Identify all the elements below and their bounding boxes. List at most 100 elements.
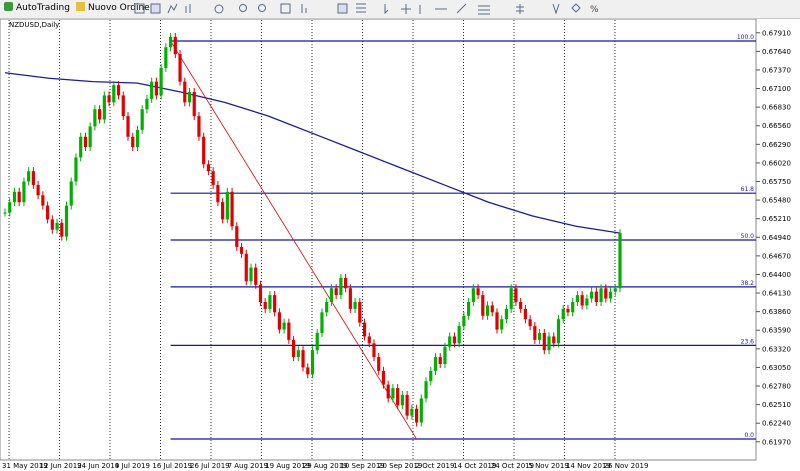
y-tick-label: 0.64670 xyxy=(762,252,791,260)
y-tick-label: 0.65750 xyxy=(762,178,791,186)
y-tick-label: 0.67100 xyxy=(762,85,791,93)
candle-body xyxy=(83,136,88,148)
candle-body xyxy=(523,308,527,320)
candle-body xyxy=(325,302,329,313)
x-tick-label: 26 Nov 2019 xyxy=(604,462,649,470)
candle-body xyxy=(348,288,352,309)
candle-body xyxy=(202,136,206,165)
x-tick-label: 24 Oct 2019 xyxy=(491,462,534,470)
candle-body xyxy=(386,384,390,399)
candle-body xyxy=(504,308,509,320)
candle-body xyxy=(315,332,319,351)
y-tick-label: 0.67910 xyxy=(762,29,791,37)
candle-body xyxy=(339,277,343,296)
y-tick-label: 0.65480 xyxy=(762,197,791,205)
candle-body xyxy=(533,326,537,340)
candle-body xyxy=(320,312,324,333)
x-tick-label: 12 Jun 2019 xyxy=(40,462,82,470)
y-tick-label: 0.66290 xyxy=(762,141,791,149)
candle-body xyxy=(618,233,622,289)
candle-body xyxy=(367,336,371,344)
candle-body xyxy=(400,394,404,406)
candle-body xyxy=(528,319,532,327)
y-tick-label: 0.64400 xyxy=(762,271,791,279)
candle-body xyxy=(131,136,135,148)
candle-body xyxy=(116,85,121,96)
candle-body xyxy=(500,319,504,330)
candle-body xyxy=(443,346,447,364)
candle-body xyxy=(462,315,466,327)
chart: NZDUSD,Daily 0.67910 0.67640 0.67370 0.6710… xyxy=(0,19,791,470)
candle-body xyxy=(590,291,594,299)
candle-body xyxy=(287,322,291,340)
candle-body xyxy=(183,81,187,103)
y-tick-label: 0.63320 xyxy=(762,345,791,353)
button-label: AutoTrading xyxy=(16,3,70,13)
candle-body xyxy=(438,357,442,364)
candle-body xyxy=(216,184,220,203)
candle-body xyxy=(485,305,490,316)
fibo-label: 50.0 xyxy=(741,233,755,240)
autotrading-button[interactable]: AutoTrading xyxy=(4,2,70,15)
y-tick-label: 0.62240 xyxy=(762,420,791,428)
candle-body xyxy=(419,398,423,423)
candle-body xyxy=(537,332,542,340)
fibo-label: 23.6 xyxy=(741,338,755,345)
candle-body xyxy=(608,291,613,299)
x-tick-label: 2 Oct 2019 xyxy=(416,462,455,470)
new-order-button[interactable]: Nuovo Ordine xyxy=(76,2,150,15)
x-tick-label: 16 Jul 2019 xyxy=(152,462,192,470)
y-tick-label: 0.67640 xyxy=(762,48,791,56)
y-tick-label: 0.66560 xyxy=(762,122,791,130)
x-tick-label: 5 Nov 2019 xyxy=(528,462,568,470)
y-tick-label: 0.66020 xyxy=(762,159,791,167)
candle-body xyxy=(64,205,69,237)
candle-body xyxy=(230,191,234,227)
candle-body xyxy=(490,305,494,313)
candle-body xyxy=(358,302,362,323)
fibo-label: 61.8 xyxy=(741,186,755,193)
candle-body xyxy=(604,288,608,299)
candle-body xyxy=(414,408,419,423)
fibo-label: 100.0 xyxy=(737,34,754,41)
candle-body xyxy=(377,357,381,371)
x-tick-label: 24 Jun 2019 xyxy=(77,462,119,470)
candle-body xyxy=(197,116,201,137)
candle-body xyxy=(306,367,310,375)
y-tick-label: 0.66830 xyxy=(762,104,791,112)
candle-body xyxy=(8,202,12,213)
x-tick-label: 7 Aug 2019 xyxy=(228,462,268,470)
candle-body xyxy=(471,288,475,303)
candle-body xyxy=(17,191,21,203)
candle-body xyxy=(69,181,73,206)
candle-body xyxy=(36,184,40,196)
y-tick-label: 0.63860 xyxy=(762,308,791,316)
x-tick-label: 26 Jul 2019 xyxy=(190,462,230,470)
candle-body xyxy=(547,336,551,351)
fibo-label: 38.2 xyxy=(741,280,755,287)
x-tick-label: 10 Sep 2019 xyxy=(340,462,384,470)
candle-body xyxy=(93,109,97,127)
candle-body xyxy=(273,295,277,313)
candle-body xyxy=(168,36,173,48)
x-tick-label: 19 Aug 2019 xyxy=(265,462,310,470)
candle-body xyxy=(405,394,409,416)
candle-body xyxy=(571,302,575,313)
candle-body xyxy=(410,408,414,416)
candle-body xyxy=(552,336,556,344)
y-tick-label: 0.63050 xyxy=(762,364,791,372)
candle-body xyxy=(235,226,239,247)
trend-line xyxy=(170,40,417,440)
candle-body xyxy=(206,164,211,172)
candle-body xyxy=(173,36,177,55)
candle-body xyxy=(107,95,111,103)
candle-body xyxy=(164,47,168,68)
candle-body xyxy=(178,54,182,82)
candle-body xyxy=(98,109,102,120)
candle-body xyxy=(329,288,334,303)
candle-body xyxy=(41,195,45,206)
candle-body xyxy=(145,98,149,110)
candle-body xyxy=(575,295,580,303)
candle-body xyxy=(22,181,26,203)
candle-body xyxy=(88,126,92,148)
